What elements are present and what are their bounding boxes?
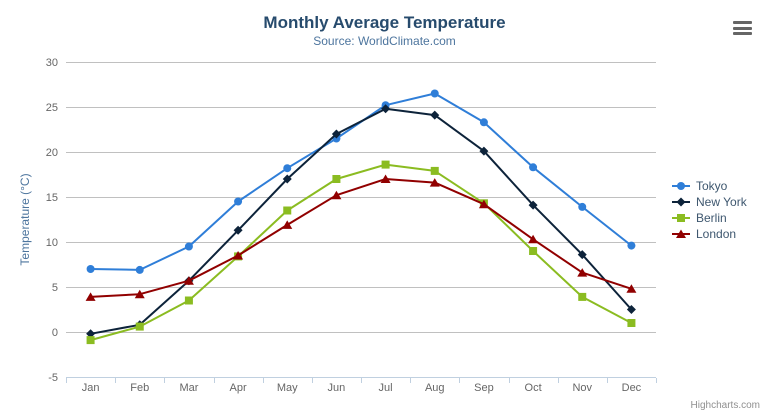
y-axis-label: 15: [46, 192, 58, 204]
chart-subtitle: Source: WorldClimate.com: [313, 34, 456, 48]
data-point-marker[interactable]: [677, 214, 685, 222]
data-point-marker[interactable]: [184, 296, 193, 305]
legend-item-london[interactable]: London: [671, 226, 747, 242]
data-point-marker[interactable]: [86, 336, 95, 345]
data-point-marker[interactable]: [430, 110, 440, 120]
data-point-marker[interactable]: [233, 251, 244, 260]
data-point-marker[interactable]: [479, 146, 489, 156]
series-line[interactable]: [89, 178, 633, 298]
data-point-marker[interactable]: [332, 175, 341, 183]
y-axis-title: Temperature (°C): [18, 173, 32, 265]
legend-label: New York: [696, 195, 747, 209]
data-point-marker[interactable]: [86, 329, 96, 339]
data-point-marker[interactable]: [578, 292, 587, 301]
legend-label: Tokyo: [696, 179, 728, 193]
data-point-marker[interactable]: [528, 234, 539, 244]
data-point-marker[interactable]: [627, 319, 636, 327]
hamburger-bar: [733, 32, 752, 35]
data-point-marker[interactable]: [331, 129, 341, 139]
legend-marker-square-icon: [672, 214, 690, 222]
data-point-marker[interactable]: [676, 229, 686, 239]
legend-label: London: [696, 227, 737, 241]
series-line[interactable]: [89, 163, 633, 342]
data-point-marker[interactable]: [578, 202, 587, 211]
x-axis-label: Oct: [525, 382, 542, 394]
data-point-marker[interactable]: [135, 265, 144, 274]
x-axis-label: Feb: [130, 382, 149, 394]
data-point-marker[interactable]: [430, 89, 439, 98]
series-london[interactable]: [85, 174, 637, 301]
legend-marker-diamond-icon: [672, 197, 690, 207]
y-axis-label: 30: [46, 57, 58, 69]
data-point-marker[interactable]: [234, 197, 243, 206]
x-axis-label: May: [277, 382, 298, 394]
data-point-marker[interactable]: [429, 178, 440, 187]
data-point-marker[interactable]: [331, 190, 342, 200]
data-point-marker[interactable]: [676, 197, 686, 207]
chart-title: Monthly Average Temperature: [263, 13, 506, 32]
context-menu-hamburger-icon[interactable]: [733, 21, 752, 35]
y-axis-label: 25: [46, 102, 58, 114]
x-axis-label: Jan: [82, 382, 100, 394]
data-point-marker[interactable]: [577, 268, 588, 277]
data-point-marker[interactable]: [135, 322, 144, 331]
x-axis-label: Jul: [379, 382, 393, 394]
x-axis-label: Nov: [572, 382, 592, 394]
data-point-marker[interactable]: [677, 182, 685, 190]
series-tokyo[interactable]: [86, 89, 636, 274]
x-axis-label: Apr: [230, 382, 247, 394]
legend-marker-circle-icon: [672, 182, 690, 190]
data-point-marker[interactable]: [529, 163, 538, 172]
hamburger-bar: [733, 21, 752, 24]
series-line[interactable]: [89, 92, 633, 271]
data-point-marker[interactable]: [626, 284, 637, 293]
data-point-marker[interactable]: [430, 166, 439, 175]
data-point-marker[interactable]: [381, 104, 391, 114]
series-line[interactable]: [89, 107, 633, 335]
data-point-marker[interactable]: [626, 305, 636, 314]
y-axis-label: 0: [52, 327, 58, 339]
legend-item-new-york[interactable]: New York: [671, 194, 747, 210]
hamburger-bar: [733, 26, 752, 30]
x-axis-label: Jun: [328, 382, 346, 394]
series-new-york[interactable]: [86, 104, 636, 339]
data-point-marker[interactable]: [577, 250, 587, 260]
legend-item-tokyo[interactable]: Tokyo: [671, 178, 747, 194]
data-point-marker[interactable]: [283, 206, 292, 215]
x-axis-label: Aug: [425, 382, 445, 394]
y-axis-label: 10: [46, 237, 58, 249]
legend-label: Berlin: [696, 211, 727, 225]
data-point-marker[interactable]: [282, 174, 292, 184]
data-point-marker[interactable]: [380, 174, 391, 184]
y-axis-label: 20: [46, 147, 58, 159]
data-point-marker[interactable]: [184, 242, 193, 251]
data-point-marker[interactable]: [627, 241, 636, 250]
data-point-marker[interactable]: [86, 265, 95, 273]
data-point-marker[interactable]: [381, 160, 390, 169]
y-axis-label: -5: [48, 372, 58, 384]
data-point-marker[interactable]: [529, 247, 538, 255]
data-point-marker[interactable]: [283, 164, 292, 173]
x-axis-label: Sep: [474, 382, 494, 394]
legend: Tokyo New York Berlin London: [671, 178, 747, 242]
data-point-marker[interactable]: [85, 292, 96, 301]
legend-item-berlin[interactable]: Berlin: [671, 210, 747, 226]
y-axis-label: 5: [52, 282, 58, 294]
data-point-marker[interactable]: [183, 276, 194, 285]
legend-marker-triangle-icon: [672, 229, 690, 239]
x-axis-label: Mar: [179, 382, 198, 394]
x-axis-label: Dec: [622, 382, 642, 394]
credits-link[interactable]: Highcharts.com: [690, 400, 760, 411]
data-point-marker[interactable]: [282, 220, 293, 229]
data-point-marker[interactable]: [233, 225, 243, 235]
data-point-marker[interactable]: [528, 200, 538, 210]
data-point-marker[interactable]: [478, 199, 489, 209]
data-point-marker[interactable]: [479, 118, 488, 127]
data-point-marker[interactable]: [134, 289, 145, 299]
